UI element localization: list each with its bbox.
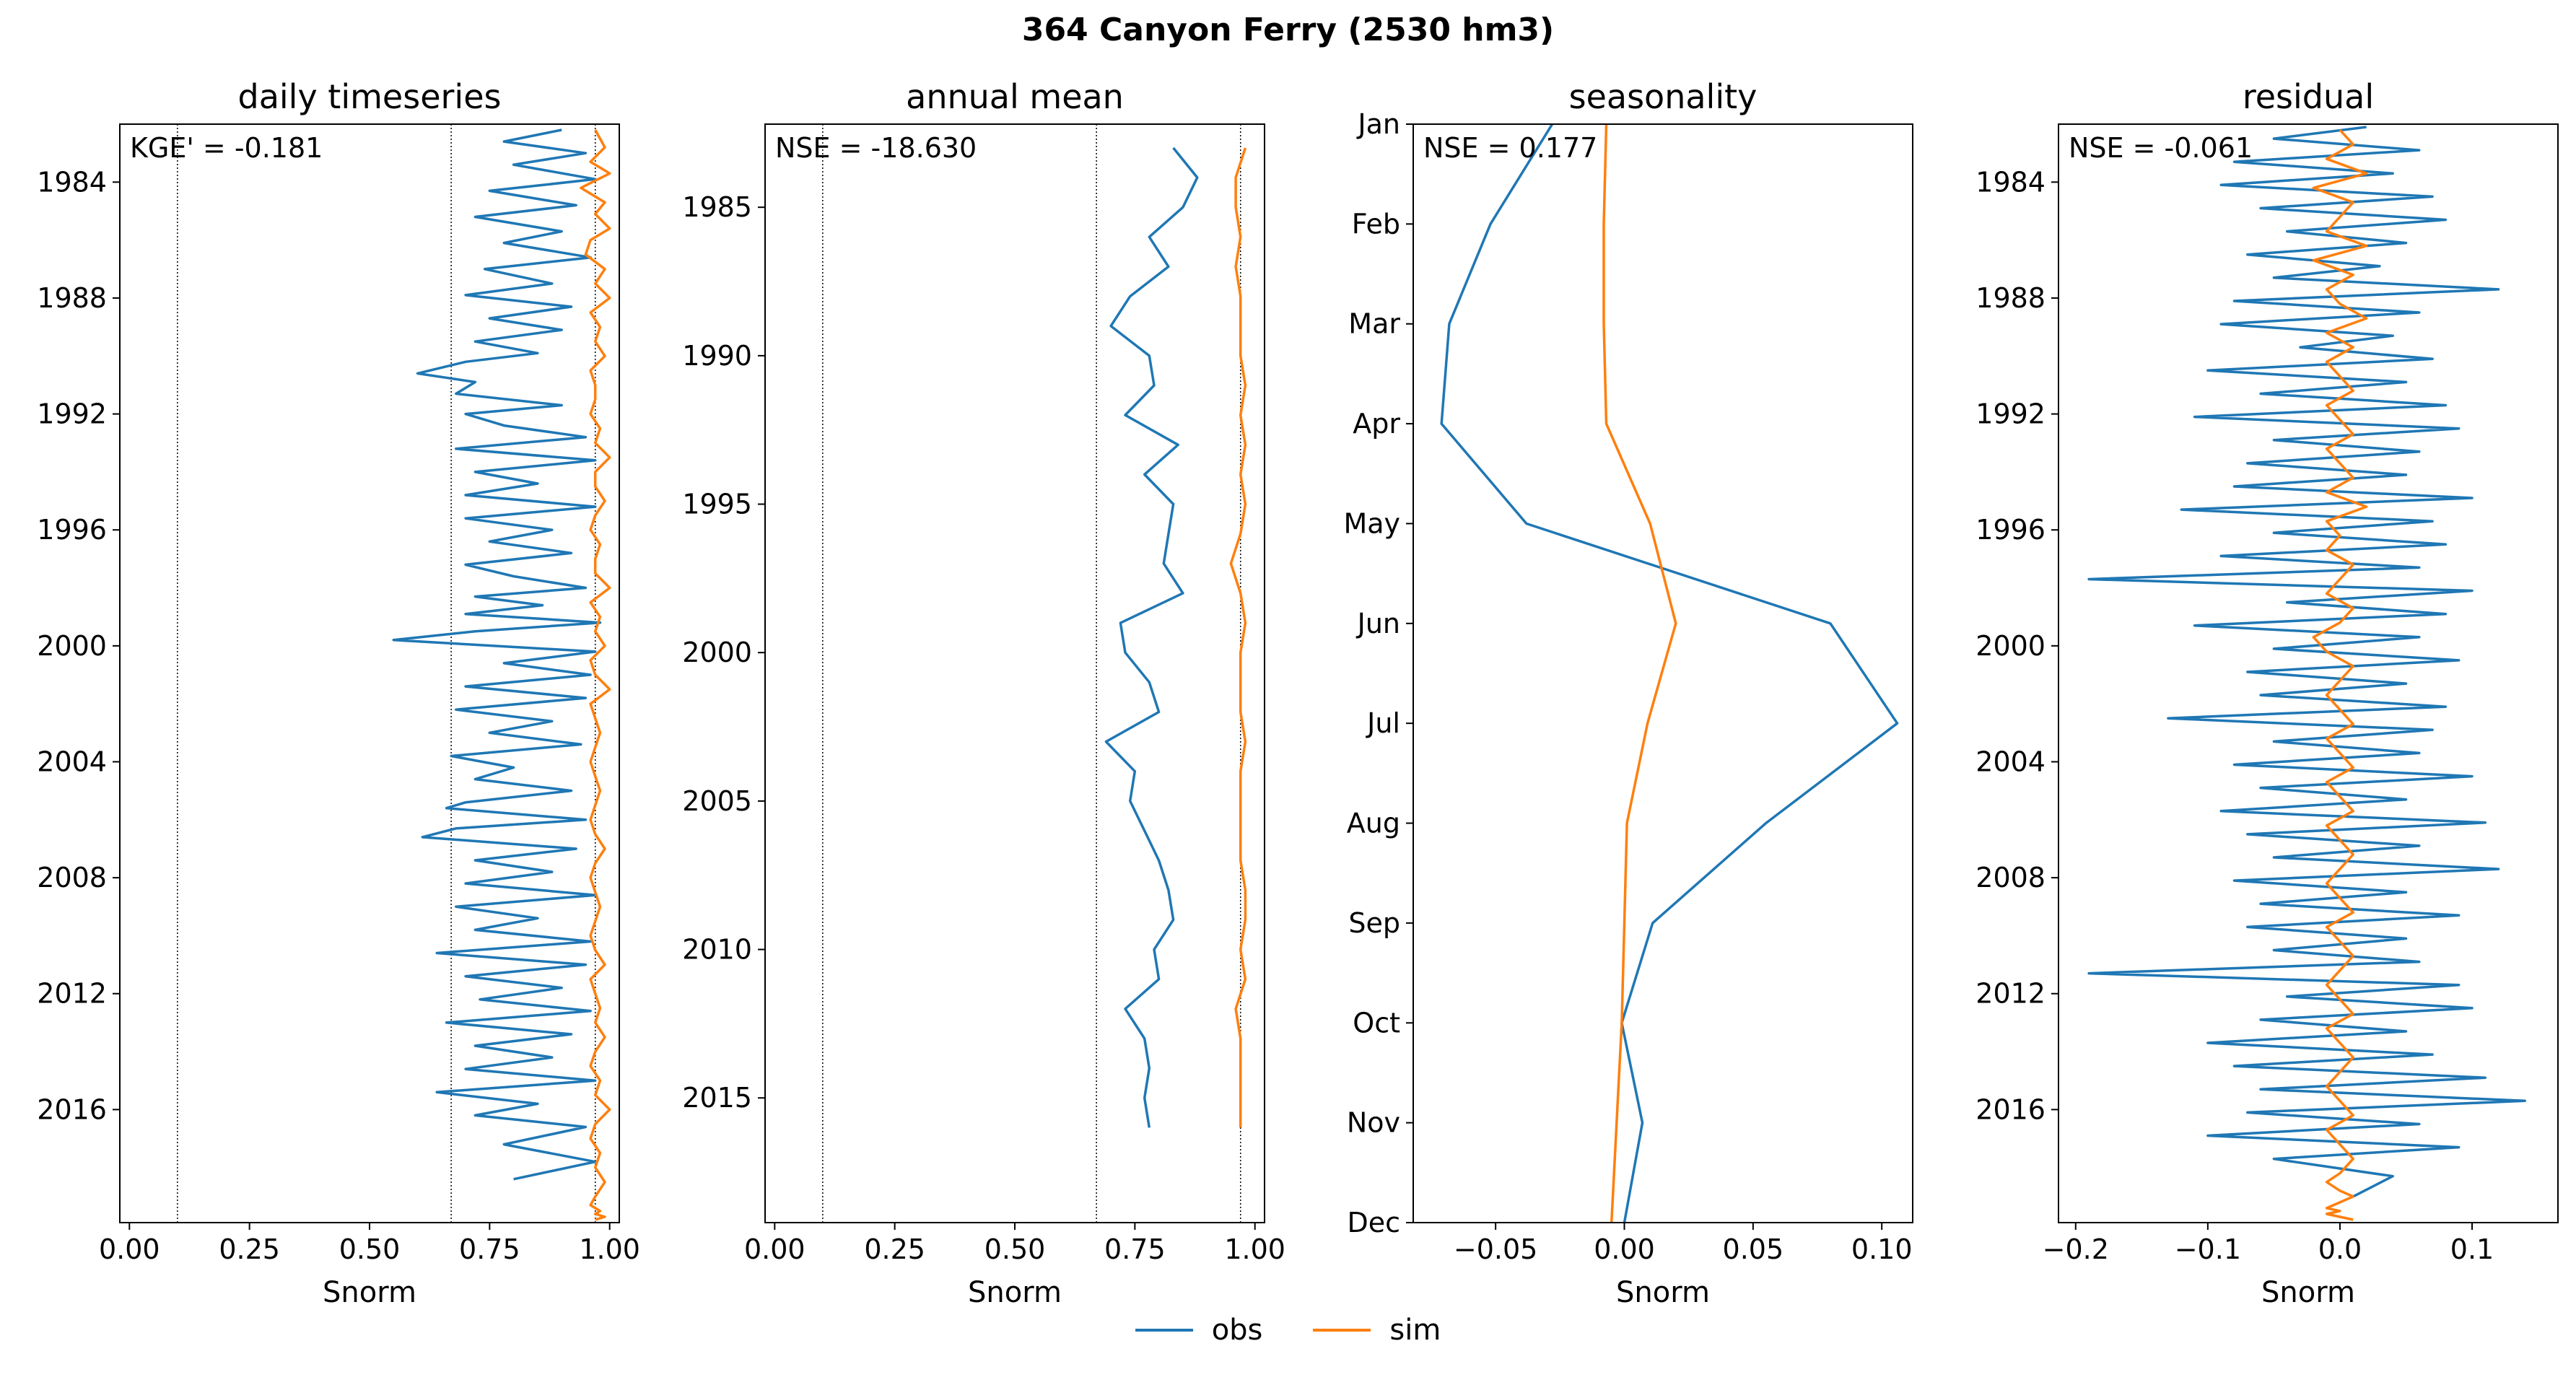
axes-frame	[2058, 123, 2559, 1223]
chart-panel-1: 0.00 0.25 0.50 0.75 1.00 1984 1988 1992 1996 2000…	[37, 77, 640, 1309]
legend-label-sim: sim	[1389, 1314, 1441, 1347]
series-line-obs	[392, 128, 602, 1181]
y-tick-label: 1995	[682, 489, 752, 520]
x-tick-label: −0.1	[2175, 1233, 2241, 1265]
legend-item-sim: sim	[1313, 1314, 1441, 1347]
x-tick-label: 0.0	[2318, 1233, 2362, 1265]
x-axis-label: Snorm	[968, 1276, 1062, 1309]
metric-annotation: NSE = -18.630	[775, 132, 977, 164]
y-tick-label: Jan	[1356, 108, 1400, 140]
y-tick-label: Feb	[1352, 208, 1400, 240]
series-line-obs	[1440, 124, 1899, 1223]
chart-panel-2: 0.00 0.25 0.50 0.75 1.00 1985 1990 1995 2000 2005…	[682, 77, 1285, 1309]
x-tick-label: 0.75	[459, 1233, 520, 1265]
series-group	[1104, 147, 1247, 1128]
panel-title: seasonality	[1569, 77, 1758, 116]
series-line-sim	[2312, 128, 2368, 1221]
panel-title: annual mean	[906, 77, 1124, 116]
y-tick-label: 1984	[1975, 166, 2045, 198]
x-tick-label: 0.75	[1104, 1233, 1166, 1265]
figure-title: 364 Canyon Ferry (2530 hm3)	[1021, 12, 1555, 48]
y-tick-label: Apr	[1353, 408, 1400, 440]
legend-item-obs: obs	[1135, 1314, 1263, 1347]
y-tick-label: 1984	[37, 166, 107, 198]
x-tick-label: 1.00	[1224, 1233, 1285, 1265]
x-tick-label: 0.1	[2450, 1233, 2494, 1265]
series-group	[1440, 124, 1899, 1223]
y-tick-label: 2010	[682, 934, 752, 966]
legend: obs sim	[0, 1314, 2576, 1347]
y-tick-label: May	[1343, 507, 1400, 539]
series-line-sim	[1229, 147, 1247, 1128]
series-line-sim	[1602, 124, 1677, 1223]
x-axis-label: Snorm	[1616, 1276, 1710, 1309]
y-tick-label: 1985	[682, 191, 752, 223]
y-tick-label: Dec	[1347, 1207, 1400, 1238]
y-tick-label: 2000	[37, 630, 107, 662]
y-tick-label: 1996	[37, 514, 107, 546]
panel-title: residual	[2243, 77, 2374, 116]
legend-swatch-obs	[1135, 1329, 1193, 1332]
x-tick-label: 0.10	[1851, 1233, 1913, 1265]
y-tick-label: 2000	[682, 637, 752, 668]
x-tick-label: 0.50	[984, 1233, 1046, 1265]
y-tick-label: Jun	[1356, 608, 1400, 639]
x-tick-label: 0.25	[219, 1233, 280, 1265]
chart-panel-3: −0.05 0.00 0.05 0.10 Jan Feb Mar Apr May Jun Jul Au…	[1343, 77, 1913, 1309]
series-line-sim	[580, 129, 611, 1221]
y-tick-label: 1988	[1975, 282, 2045, 314]
metric-annotation: NSE = 0.177	[1423, 132, 1597, 164]
y-tick-label: 2015	[682, 1082, 752, 1114]
y-tick-label: Nov	[1347, 1107, 1400, 1139]
metric-annotation: KGE' = -0.181	[130, 132, 323, 164]
axes-frame	[764, 123, 1265, 1223]
chart-panel-4: −0.2 −0.1 0.0 0.1 1984 1988 1992 1996 2000 2004 20…	[1975, 77, 2559, 1309]
y-tick-label: 2016	[37, 1093, 107, 1125]
metric-annotation: NSE = -0.061	[2069, 132, 2253, 164]
y-tick-label: 1990	[682, 340, 752, 372]
y-tick-label: 2016	[1975, 1093, 2045, 1125]
x-tick-label: 0.25	[864, 1233, 925, 1265]
x-tick-label: −0.05	[1454, 1233, 1537, 1265]
x-tick-label: −0.2	[2043, 1233, 2109, 1265]
series-group	[2087, 126, 2526, 1221]
y-tick-label: Jul	[1366, 707, 1400, 739]
x-tick-label: 0.50	[339, 1233, 401, 1265]
x-axis-label: Snorm	[323, 1276, 416, 1309]
x-tick-label: 0.00	[1594, 1233, 1655, 1265]
y-tick-label: 1992	[37, 398, 107, 430]
x-tick-label: 0.00	[99, 1233, 160, 1265]
x-tick-label: 0.00	[744, 1233, 805, 1265]
y-tick-label: 2000	[1975, 630, 2045, 662]
y-tick-label: 2012	[37, 978, 107, 1010]
x-tick-label: 0.05	[1723, 1233, 1784, 1265]
y-tick-label: 2008	[37, 862, 107, 894]
y-tick-label: 2012	[1975, 978, 2045, 1010]
x-axis-label: Snorm	[2261, 1276, 2355, 1309]
y-tick-label: Oct	[1353, 1007, 1400, 1039]
series-line-obs	[2087, 126, 2526, 1198]
legend-label-obs: obs	[1211, 1314, 1263, 1347]
y-tick-label: 2008	[1975, 862, 2045, 894]
y-tick-label: 2004	[37, 746, 107, 777]
y-tick-label: Sep	[1348, 907, 1400, 939]
axes-frame	[1413, 123, 1913, 1223]
y-tick-label: 2004	[1975, 746, 2045, 777]
series-group	[392, 128, 611, 1221]
y-tick-label: 1988	[37, 282, 107, 314]
legend-swatch-sim	[1313, 1329, 1371, 1332]
x-tick-label: 1.00	[579, 1233, 640, 1265]
y-tick-label: 1996	[1975, 514, 2045, 546]
y-tick-label: 2005	[682, 785, 752, 817]
series-line-obs	[1104, 147, 1199, 1128]
panel-title: daily timeseries	[238, 77, 502, 116]
y-tick-label: Aug	[1347, 808, 1400, 839]
y-tick-label: Mar	[1348, 308, 1400, 340]
y-tick-label: 1992	[1975, 398, 2045, 430]
